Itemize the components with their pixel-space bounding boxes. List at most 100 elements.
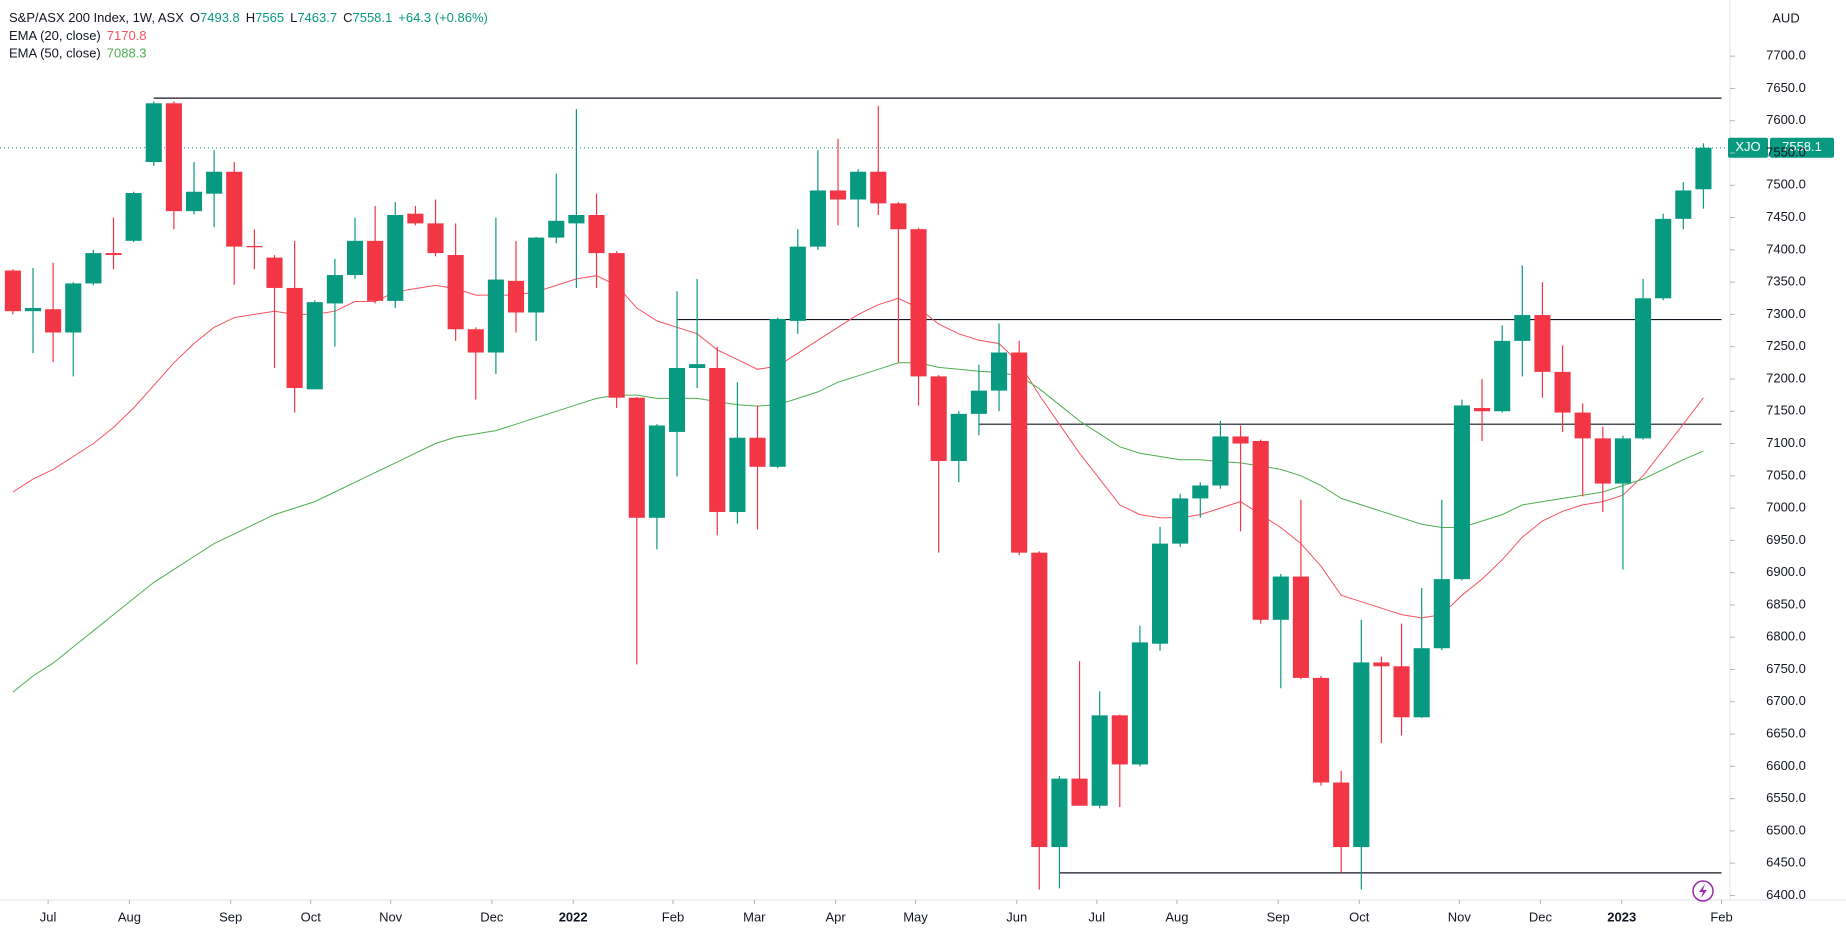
x-tick-label: Aug xyxy=(1165,909,1188,924)
x-tick-label: Jul xyxy=(1089,909,1106,924)
change-value: +64.3 (+0.86%) xyxy=(398,10,488,25)
candle-body xyxy=(1232,436,1249,444)
candle-body xyxy=(568,214,585,224)
candle-body xyxy=(1272,576,1289,620)
chart-title: S&P/ASX 200 Index, 1W, ASX xyxy=(9,10,184,25)
candle-body xyxy=(709,368,726,512)
candle-body xyxy=(1453,405,1470,580)
candle-body xyxy=(1071,778,1088,806)
x-tick-label: Oct xyxy=(301,909,322,924)
y-tick-label: 7000.0 xyxy=(1766,500,1806,515)
candle-body xyxy=(1373,662,1390,667)
x-tick-label: 2023 xyxy=(1607,909,1636,924)
candle-body xyxy=(548,220,565,238)
legend-value: 7170.8 xyxy=(107,28,147,43)
legend-name: EMA (20, close) xyxy=(9,28,101,43)
header: S&P/ASX 200 Index, 1W, ASX O7493.8 H7565 L7… xyxy=(9,10,488,25)
candle-body xyxy=(246,245,263,248)
candle-body xyxy=(125,193,142,241)
candle-body xyxy=(769,318,786,467)
candle-body xyxy=(668,368,686,432)
x-tick-label: Dec xyxy=(480,909,504,924)
candle-body xyxy=(407,213,424,224)
y-tick-label: 6650.0 xyxy=(1766,726,1806,741)
legend-entry: EMA (20, close) 7170.8 xyxy=(9,28,147,43)
candle-body xyxy=(105,253,122,256)
candle-body xyxy=(206,171,223,194)
candle-body xyxy=(1292,576,1309,678)
ohlc-value: 7463.7 xyxy=(297,10,337,25)
y-tick-label: 6850.0 xyxy=(1766,596,1806,611)
candle-body xyxy=(45,309,62,333)
candle-body xyxy=(65,283,82,333)
y-tick-label: 7350.0 xyxy=(1766,274,1806,289)
candle-body xyxy=(628,397,645,518)
y-tick-label: 7500.0 xyxy=(1766,177,1806,192)
symbol-tag xyxy=(1728,137,1768,158)
candle-body xyxy=(1091,715,1108,806)
y-tick-label: 7250.0 xyxy=(1766,338,1806,353)
ohlc-label: C xyxy=(343,10,352,25)
x-tick-label: 2022 xyxy=(559,909,588,924)
y-tick-label: 6550.0 xyxy=(1766,790,1806,805)
candle-body xyxy=(1212,436,1229,486)
x-tick-label: Apr xyxy=(825,909,846,924)
candle-body xyxy=(286,287,303,389)
candle-body xyxy=(829,190,847,200)
legend-entry: EMA (50, close) 7088.3 xyxy=(9,46,147,61)
ohlc-value: 7565 xyxy=(255,10,284,25)
candle-body xyxy=(1494,340,1511,412)
x-tick-label: Nov xyxy=(379,909,403,924)
y-tick-label: 6450.0 xyxy=(1766,855,1806,870)
candle-body xyxy=(145,103,162,163)
candle-body xyxy=(689,364,706,369)
x-tick-label: Dec xyxy=(1529,909,1553,924)
candle-body xyxy=(1554,371,1571,413)
candle-body xyxy=(950,413,967,461)
candle-body xyxy=(608,253,625,398)
price-tag xyxy=(1770,137,1834,158)
ohlc-label: O xyxy=(190,10,200,25)
candle-body xyxy=(367,240,384,301)
candle-body xyxy=(1695,147,1712,190)
candle-body xyxy=(1333,782,1350,848)
x-tick-label: Feb xyxy=(1710,909,1732,924)
candle-body xyxy=(1031,552,1048,848)
candle-body xyxy=(387,214,404,301)
y-tick-label: 6950.0 xyxy=(1766,532,1806,547)
candle-body xyxy=(1051,778,1068,848)
y-tick-label: 7650.0 xyxy=(1766,80,1806,95)
y-tick-label: 7400.0 xyxy=(1766,241,1806,256)
x-tick-label: May xyxy=(903,909,928,924)
overlay: XJO 7558.1 S&P/ASX 200 Index, 1W, ASX O7493… xyxy=(9,10,1834,158)
candle-body xyxy=(467,329,484,353)
x-tick-label: Jun xyxy=(1006,909,1027,924)
y-tick-label: 7450.0 xyxy=(1766,209,1806,224)
candle-body xyxy=(1534,315,1551,372)
candle-body xyxy=(789,246,806,321)
candle-body xyxy=(165,103,182,212)
candle-body xyxy=(588,214,605,254)
candle-body xyxy=(1574,412,1591,439)
y-tick-label: 6600.0 xyxy=(1766,758,1806,773)
candle-body xyxy=(990,352,1008,391)
legend-name: EMA (50, close) xyxy=(9,46,101,61)
candle-body xyxy=(1413,648,1430,718)
x-tick-label: Feb xyxy=(662,909,684,924)
candle-body xyxy=(1514,315,1531,341)
candle-body xyxy=(970,390,987,414)
candle-body xyxy=(1474,408,1491,412)
candle-body xyxy=(890,203,907,230)
ohlc-label: L xyxy=(290,10,297,25)
y-tick-label: 7600.0 xyxy=(1766,112,1806,127)
candle-body xyxy=(1594,438,1611,484)
candle-body xyxy=(1433,579,1450,649)
candle-body xyxy=(749,437,766,467)
ohlc-label: H xyxy=(246,10,255,25)
candle-body xyxy=(528,237,545,313)
replay-icon[interactable] xyxy=(1692,880,1714,902)
candle-body xyxy=(24,307,42,312)
candle-body xyxy=(346,240,364,276)
candle-body xyxy=(4,270,21,312)
